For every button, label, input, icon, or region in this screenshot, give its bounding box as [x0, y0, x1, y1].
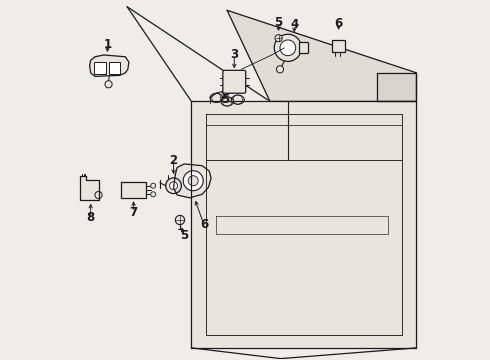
- Text: 1: 1: [103, 39, 112, 51]
- Polygon shape: [173, 164, 211, 198]
- Circle shape: [233, 95, 243, 104]
- Text: 4: 4: [290, 18, 298, 31]
- Circle shape: [188, 176, 198, 186]
- Circle shape: [183, 171, 203, 191]
- Bar: [109, 62, 120, 73]
- Circle shape: [275, 35, 282, 42]
- Circle shape: [222, 97, 232, 106]
- Bar: [298, 42, 308, 53]
- Circle shape: [212, 93, 221, 103]
- Polygon shape: [192, 102, 416, 348]
- Circle shape: [166, 178, 181, 194]
- Circle shape: [95, 192, 102, 199]
- Circle shape: [276, 66, 284, 73]
- Text: 2: 2: [170, 154, 177, 167]
- Circle shape: [105, 81, 112, 88]
- Text: 6: 6: [200, 218, 208, 231]
- Text: 8: 8: [87, 211, 95, 224]
- Circle shape: [151, 192, 156, 197]
- Text: 7: 7: [129, 206, 138, 219]
- Polygon shape: [80, 176, 98, 200]
- Bar: [121, 182, 146, 198]
- Text: 6: 6: [335, 17, 343, 30]
- Text: 3: 3: [230, 49, 238, 62]
- Circle shape: [151, 183, 156, 188]
- Polygon shape: [377, 73, 416, 102]
- Polygon shape: [90, 55, 129, 76]
- Bar: [94, 62, 106, 73]
- Text: 5: 5: [221, 93, 229, 106]
- Text: 5: 5: [274, 15, 283, 28]
- Circle shape: [170, 182, 177, 190]
- FancyBboxPatch shape: [223, 70, 245, 93]
- Circle shape: [274, 34, 301, 62]
- Text: 5: 5: [180, 229, 188, 242]
- Polygon shape: [227, 10, 416, 102]
- Bar: [332, 40, 345, 53]
- Circle shape: [175, 215, 185, 225]
- Circle shape: [280, 40, 296, 56]
